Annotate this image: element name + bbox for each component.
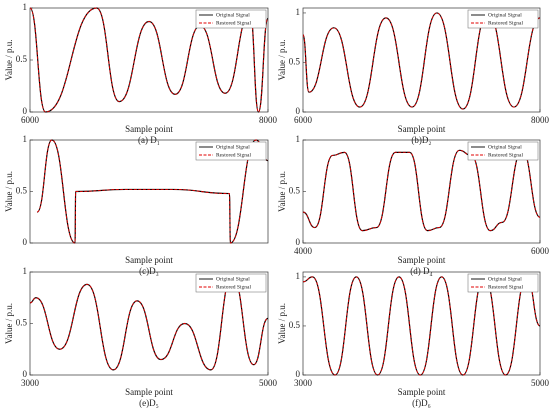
legend-box <box>467 9 539 29</box>
legend-label: Restored Signal <box>488 152 523 158</box>
signal-line <box>302 276 541 376</box>
x-tick-label: 3000 <box>294 378 313 388</box>
legend-box <box>467 141 539 161</box>
y-axis-label: Value / p.u. <box>277 171 287 212</box>
x-tick-label: 3000 <box>21 378 40 388</box>
y-tick-label: 0.5 <box>289 57 301 67</box>
y-tick-label: 0 <box>296 237 301 247</box>
y-axis-label: Value / p.u. <box>277 303 287 344</box>
signal-line <box>36 139 269 244</box>
x-tick-label: 5000 <box>259 378 278 388</box>
signal-line <box>29 7 269 113</box>
y-tick-label: 0.5 <box>289 320 301 330</box>
x-tick-label: 5000 <box>531 378 550 388</box>
axes-frame <box>302 7 541 113</box>
y-tick-label: 0 <box>23 237 28 247</box>
signal-line <box>302 12 541 110</box>
x-tick-label: 8000 <box>531 115 550 125</box>
legend-label: Original Signal <box>488 144 522 150</box>
legend-label: Original Signal <box>488 276 522 282</box>
x-axis-label: Sample point <box>398 387 446 397</box>
y-tick-label: 1 <box>296 134 301 144</box>
legend-box <box>195 141 267 161</box>
y-tick-label: 0 <box>296 369 301 379</box>
y-axis-label: Value / p.u. <box>4 40 14 81</box>
y-tick-label: 1 <box>23 134 28 144</box>
legend-label: Restored Signal <box>216 20 251 26</box>
y-axis-label: Value / p.u. <box>4 303 14 344</box>
y-tick-label: 1 <box>23 266 28 276</box>
caption: (c)D₃ <box>139 266 159 276</box>
x-tick-label: 4000 <box>294 246 313 256</box>
signal-line <box>302 149 541 232</box>
y-tick-label: 1 <box>23 2 28 12</box>
legend-label: Original Signal <box>216 144 250 150</box>
x-tick-label: 6000 <box>294 115 313 125</box>
y-tick-label: 1 <box>296 7 301 17</box>
x-tick-label: 6000 <box>21 115 40 125</box>
legend-box <box>195 9 267 29</box>
y-tick-label: 0.5 <box>16 54 28 64</box>
x-axis-label: Sample point <box>125 387 173 397</box>
y-tick-label: 0 <box>23 106 28 116</box>
x-axis-label: Sample point <box>125 124 173 134</box>
legend-box <box>467 273 539 293</box>
legend-label: Original Signal <box>488 12 522 18</box>
y-axis-label: Value / p.u. <box>4 171 14 212</box>
x-axis-label: Sample point <box>398 124 446 134</box>
legend-label: Original Signal <box>216 12 250 18</box>
x-axis-label: Sample point <box>125 255 173 265</box>
y-tick-label: 0.5 <box>16 186 28 196</box>
legend-label: Restored Signal <box>488 284 523 290</box>
y-tick-label: 0.5 <box>16 318 28 328</box>
legend-label: Original Signal <box>216 276 250 282</box>
caption: (d) D₄ <box>410 266 432 276</box>
y-axis-label: Value / p.u. <box>277 40 287 81</box>
legend-label: Restored Signal <box>488 20 523 26</box>
x-tick-label: 8000 <box>259 115 278 125</box>
legend-label: Restored Signal <box>216 152 251 158</box>
caption: (f)D₆ <box>412 398 431 408</box>
x-axis-label: Sample point <box>398 255 446 265</box>
legend-box <box>195 273 267 293</box>
y-tick-label: 0 <box>296 106 301 116</box>
y-tick-label: 1 <box>296 271 301 281</box>
legend-label: Restored Signal <box>216 284 251 290</box>
y-tick-label: 0 <box>23 369 28 379</box>
signal-line <box>302 149 541 232</box>
y-tick-label: 0.5 <box>289 186 301 196</box>
x-tick-label: 6000 <box>531 246 550 256</box>
caption: (e)D₅ <box>139 398 159 408</box>
